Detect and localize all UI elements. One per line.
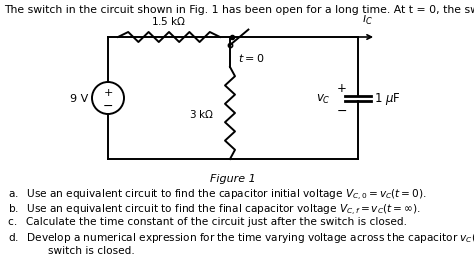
Text: +: + xyxy=(337,82,347,95)
Text: b.  Use an equivalent circuit to find the final capacitor voltage $V_{C,f} = v_C: b. Use an equivalent circuit to find the… xyxy=(8,202,421,217)
Text: $v_C$: $v_C$ xyxy=(316,92,330,105)
Text: The switch in the circuit shown in Fig. 1 has been open for a long time. At t = : The switch in the circuit shown in Fig. … xyxy=(4,5,474,15)
Text: 3 k$\Omega$: 3 k$\Omega$ xyxy=(189,108,215,120)
Text: 9 V: 9 V xyxy=(70,94,88,104)
Text: −: − xyxy=(103,99,113,112)
Text: a.  Use an equivalent circuit to find the capacitor initial voltage $V_{C,0} = v: a. Use an equivalent circuit to find the… xyxy=(8,187,427,202)
Text: $t = 0$: $t = 0$ xyxy=(238,52,264,64)
Text: switch is closed.: switch is closed. xyxy=(21,245,135,254)
Text: 1 $\mu$F: 1 $\mu$F xyxy=(374,91,401,107)
Text: +: + xyxy=(103,88,113,98)
Text: −: − xyxy=(337,104,347,117)
Text: 1.5 k$\Omega$: 1.5 k$\Omega$ xyxy=(151,15,187,27)
Text: c.  Calculate the time constant of the circuit just after the switch is closed.: c. Calculate the time constant of the ci… xyxy=(8,216,407,226)
Text: d.  Develop a numerical expression for the time varying voltage across the capac: d. Develop a numerical expression for th… xyxy=(8,231,474,245)
Text: $i_C$: $i_C$ xyxy=(362,11,373,27)
Text: Figure 1: Figure 1 xyxy=(210,173,256,183)
